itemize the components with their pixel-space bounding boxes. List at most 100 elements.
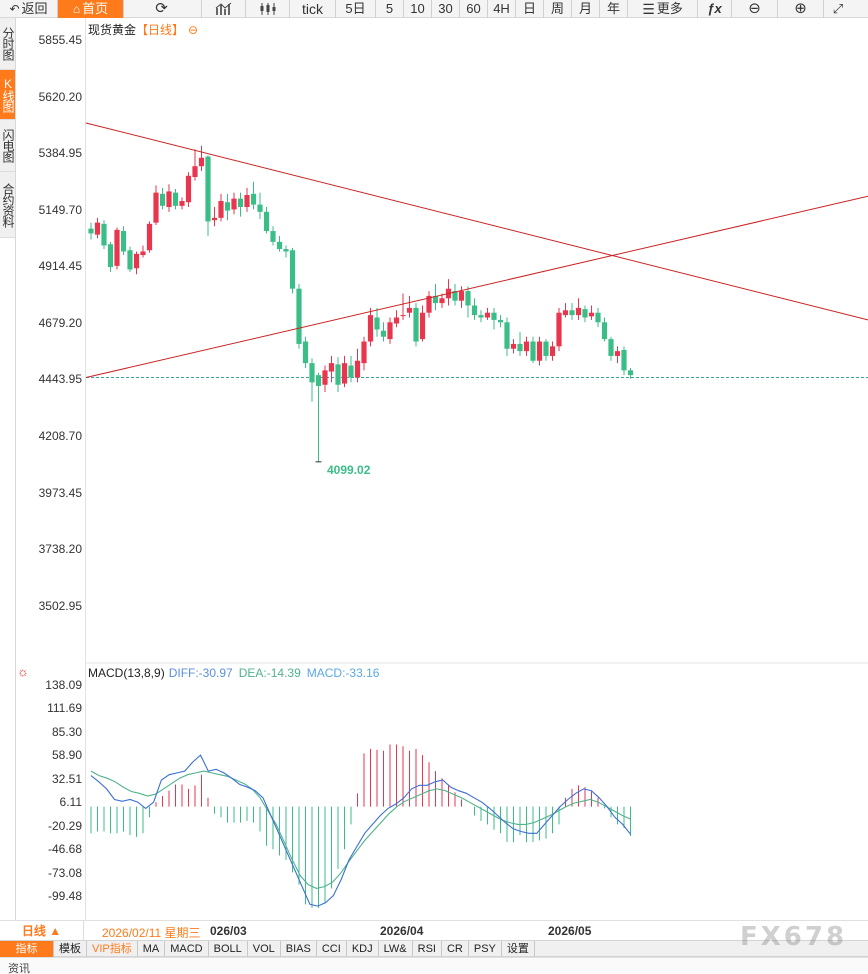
- formula-icon: ƒx: [707, 1, 722, 16]
- candle-body: [367, 315, 374, 342]
- back-button[interactable]: ↶ 返回: [0, 0, 58, 18]
- view-side-tabs: 分时图 K线图 闪电图 合约资料: [0, 18, 15, 240]
- tick-button[interactable]: tick: [290, 0, 336, 18]
- tab-bias[interactable]: BIAS: [281, 941, 317, 957]
- tab-settings[interactable]: 设置: [502, 941, 535, 957]
- tab-vol[interactable]: VOL: [248, 941, 281, 957]
- candle-body: [556, 312, 562, 347]
- period-60-button[interactable]: 60: [460, 0, 488, 18]
- home-button[interactable]: ⌂ 首页: [58, 0, 124, 18]
- macd-value: MACD:-33.16: [306, 666, 380, 680]
- macd-axis-label: -99.48: [47, 889, 82, 903]
- period-4h-button[interactable]: 4H: [488, 0, 516, 18]
- candlestick-button[interactable]: [246, 0, 290, 18]
- tab-indicators[interactable]: 指标: [0, 941, 54, 957]
- candle-body: [101, 223, 107, 246]
- period-month-button[interactable]: 月: [572, 0, 600, 18]
- candle-body: [328, 363, 335, 372]
- refresh-icon: ⟳: [155, 0, 168, 17]
- macd-axis-label: 111.69: [47, 701, 82, 715]
- candle-body: [601, 322, 608, 340]
- tab-vip-indicators[interactable]: VIP指标: [87, 941, 138, 957]
- period-year-button[interactable]: 年: [600, 0, 628, 18]
- zoom-in-button[interactable]: ⊕: [778, 0, 824, 18]
- tab-lw[interactable]: LW&: [379, 941, 413, 957]
- candle-body: [471, 305, 478, 316]
- more-button[interactable]: ☰ 更多: [628, 0, 698, 18]
- candle-body: [198, 157, 205, 167]
- formula-button[interactable]: ƒx: [698, 0, 732, 18]
- candle-body: [192, 166, 198, 178]
- fullscreen-button[interactable]: ⤢: [824, 0, 852, 18]
- macd-name: MACD(13,8,9): [88, 666, 165, 680]
- candlestick-icon: [260, 3, 275, 15]
- zoom-out-button[interactable]: ⊖: [732, 0, 778, 18]
- candle-body: [296, 288, 302, 344]
- candle-body: [354, 360, 361, 378]
- tab-ma[interactable]: MA: [138, 941, 166, 957]
- candle-body: [614, 351, 621, 356]
- period-day-button[interactable]: 日: [516, 0, 544, 18]
- price-axis-label: 4208.70: [38, 429, 82, 443]
- candle-body: [114, 229, 120, 266]
- candle-body: [426, 295, 432, 313]
- candle-body: [458, 291, 465, 301]
- zoom-out-icon: ⊖: [748, 0, 761, 17]
- candle-body: [627, 370, 634, 376]
- candle-body: [562, 310, 569, 316]
- indicator-settings-icon[interactable]: ☼: [17, 664, 29, 679]
- trend-line: [85, 195, 868, 379]
- period-10-button[interactable]: 10: [404, 0, 432, 18]
- candle-body: [146, 223, 153, 251]
- tab-templates[interactable]: 模板: [54, 941, 87, 957]
- left-divider: [15, 18, 16, 940]
- candle-body: [283, 249, 289, 252]
- zoom-in-icon: ⊕: [794, 0, 807, 17]
- watermark-logo: FX678: [740, 922, 848, 952]
- period-week-button[interactable]: 周: [544, 0, 572, 18]
- candle-body: [621, 349, 627, 371]
- collapse-toggle-icon[interactable]: ⊖: [188, 23, 199, 37]
- tab-cci[interactable]: CCI: [317, 941, 347, 957]
- candle-body: [575, 307, 582, 316]
- candle-body: [439, 298, 445, 304]
- axis-divider: [85, 18, 86, 940]
- period-30-button[interactable]: 30: [432, 0, 460, 18]
- candle-body: [140, 251, 146, 256]
- indicator-tab-bar: 指标 模板 VIP指标 MA MACD BOLL VOL BIAS CCI KD…: [0, 940, 868, 957]
- bar-chart-icon: [215, 2, 231, 15]
- 5day-button[interactable]: 5日: [336, 0, 376, 18]
- tab-psy[interactable]: PSY: [469, 941, 502, 957]
- macd-axis-label: -73.08: [47, 866, 82, 880]
- candle-body: [159, 193, 166, 206]
- tab-macd[interactable]: MACD: [165, 941, 209, 957]
- candle-body: [335, 364, 341, 385]
- candle-body: [465, 291, 471, 306]
- candle-body: [380, 330, 387, 337]
- side-tab-contract-info[interactable]: 合约资料: [0, 172, 15, 238]
- candle-body: [484, 312, 491, 318]
- trend-line: [85, 122, 868, 321]
- bar-chart-button[interactable]: [202, 0, 246, 18]
- tab-boll[interactable]: BOLL: [209, 941, 248, 957]
- candle-body: [88, 228, 94, 234]
- candle-body: [107, 244, 114, 268]
- side-tab-kline[interactable]: K线图: [0, 70, 15, 120]
- date-tick: 2026/04: [380, 924, 424, 938]
- refresh-button[interactable]: ⟳: [124, 0, 202, 18]
- tab-kdj[interactable]: KDJ: [347, 941, 379, 957]
- candle-body: [257, 204, 263, 212]
- period-5-button[interactable]: 5: [376, 0, 404, 18]
- tab-rsi[interactable]: RSI: [413, 941, 442, 957]
- period-selector[interactable]: 日线 ▲: [0, 921, 84, 941]
- period-label: 【日线】: [136, 23, 185, 37]
- candle-body: [348, 365, 354, 378]
- news-label[interactable]: 资讯: [8, 963, 30, 974]
- candle-body: [133, 253, 140, 269]
- macd-axis-label: 58.90: [51, 748, 82, 762]
- tab-cr[interactable]: CR: [442, 941, 469, 957]
- side-tab-flash[interactable]: 闪电图: [0, 120, 15, 172]
- side-tab-timeshare[interactable]: 分时图: [0, 18, 15, 70]
- macd-axis-label: -20.29: [47, 819, 82, 833]
